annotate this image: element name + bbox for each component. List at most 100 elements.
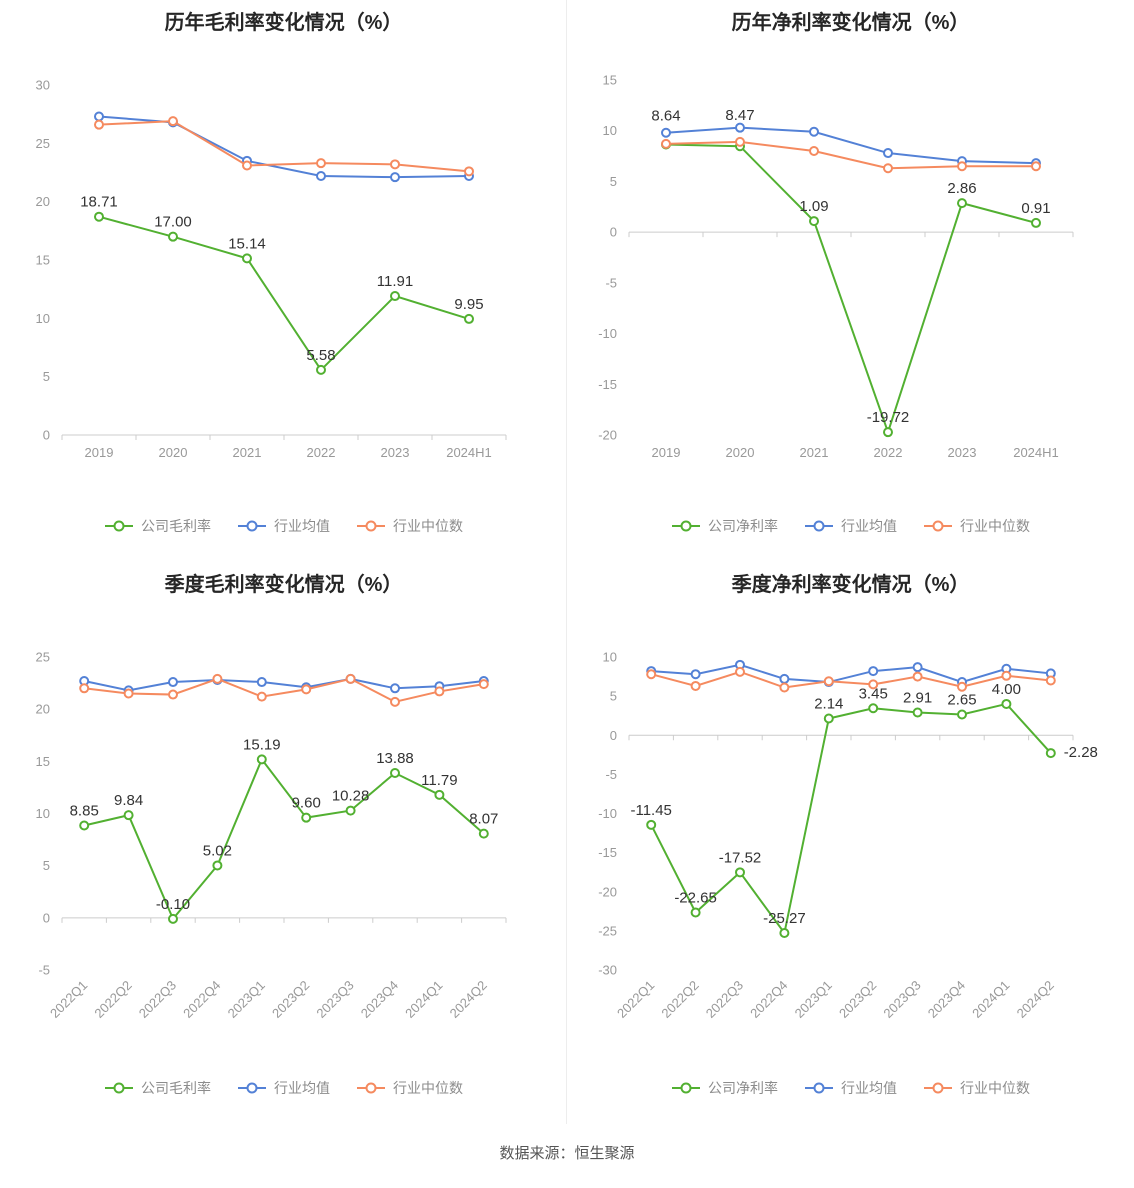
y-axis-tick-label: 5 bbox=[610, 174, 617, 189]
data-point bbox=[809, 126, 819, 137]
data-label: 0.91 bbox=[1021, 200, 1050, 217]
data-point bbox=[94, 111, 104, 122]
data-point bbox=[212, 860, 223, 871]
series-line-orange bbox=[665, 140, 1036, 170]
y-axis-tick-label: 0 bbox=[43, 910, 50, 925]
x-axis-tick-label: 2024H1 bbox=[1013, 445, 1059, 460]
y-axis-tick-label: -15 bbox=[598, 377, 617, 392]
x-axis-tick-label: 2019 bbox=[652, 445, 681, 460]
data-label: -25.27 bbox=[763, 910, 806, 927]
data-label: 9.60 bbox=[292, 795, 321, 812]
line-chart: 0 5 10 15 20 25 30 2019 2020 2021 2022 2023 2024H1 18… bbox=[0, 40, 567, 512]
data-label: 1.09 bbox=[799, 198, 828, 215]
data-label: 9.84 bbox=[114, 792, 143, 809]
data-point bbox=[957, 161, 967, 172]
series-line-blue bbox=[98, 115, 470, 179]
chart-title: 历年净利率变化情况（%） bbox=[731, 12, 970, 34]
legend-item-label: 行业中位数 bbox=[393, 1080, 463, 1096]
x-axis-tick-label: 2023Q3 bbox=[313, 978, 356, 1021]
line-chart: -20 -15 -10 -5 0 5 10 15 2019 2020 2021 2022 2023 202… bbox=[567, 40, 1134, 512]
data-point bbox=[957, 198, 967, 209]
series-line-orange bbox=[98, 120, 470, 173]
data-label: 9.95 bbox=[454, 296, 483, 313]
data-point bbox=[94, 119, 104, 130]
chart-legend: 公司毛利率 行业均值 行业中位数 bbox=[0, 1074, 567, 1102]
data-point bbox=[912, 662, 923, 673]
data-point bbox=[390, 683, 400, 694]
legend-item[interactable]: 行业中位数 bbox=[356, 516, 463, 536]
data-label: 18.71 bbox=[80, 194, 118, 211]
x-axis-tick-label: 2022Q1 bbox=[47, 978, 90, 1021]
data-point bbox=[212, 673, 223, 684]
data-point bbox=[883, 148, 893, 159]
data-point bbox=[123, 688, 134, 699]
data-point bbox=[168, 231, 178, 242]
column-divider bbox=[566, 0, 567, 1124]
legend-item[interactable]: 行业均值 bbox=[804, 1078, 897, 1098]
data-point bbox=[735, 867, 745, 878]
x-axis-tick-label: 2022Q2 bbox=[658, 978, 701, 1021]
data-point bbox=[809, 146, 819, 156]
chart-title: 季度毛利率变化情况（%） bbox=[164, 574, 403, 596]
data-point bbox=[1045, 748, 1056, 759]
data-point bbox=[390, 768, 400, 779]
data-label: 5.02 bbox=[203, 842, 232, 859]
y-axis-tick-label: -5 bbox=[605, 275, 617, 290]
data-label: 2.14 bbox=[814, 696, 843, 713]
series-line-blue bbox=[651, 663, 1051, 684]
y-axis-tick-label: -5 bbox=[38, 963, 50, 978]
legend-item[interactable]: 公司净利率 bbox=[671, 516, 778, 536]
chart-legend: 公司净利率 行业均值 行业中位数 bbox=[567, 1074, 1134, 1102]
data-label: -11.45 bbox=[630, 802, 671, 819]
line-marker-icon bbox=[238, 1082, 266, 1094]
legend-item[interactable]: 行业中位数 bbox=[923, 1078, 1030, 1098]
data-point bbox=[646, 819, 657, 830]
data-point bbox=[957, 709, 967, 720]
data-point bbox=[823, 713, 834, 724]
legend-item[interactable]: 行业均值 bbox=[237, 516, 330, 536]
data-point bbox=[883, 163, 893, 174]
y-axis-tick-label: 5 bbox=[610, 689, 617, 704]
data-label: -17.52 bbox=[719, 849, 762, 866]
data-point bbox=[390, 696, 400, 707]
x-axis-tick-label: 2024H1 bbox=[446, 445, 492, 460]
x-axis-tick-label: 2024Q1 bbox=[402, 978, 445, 1021]
x-axis-tick-label: 2023 bbox=[948, 445, 977, 460]
data-point bbox=[464, 313, 474, 324]
x-axis-tick-label: 2020 bbox=[726, 445, 755, 460]
data-point bbox=[646, 669, 657, 680]
y-axis-tick-label: -20 bbox=[598, 884, 617, 899]
data-point bbox=[256, 677, 267, 688]
line-marker-icon bbox=[105, 520, 133, 532]
y-axis-tick-label: 0 bbox=[610, 225, 617, 240]
legend-item[interactable]: 行业均值 bbox=[237, 1078, 330, 1098]
x-axis-tick-label: 2024Q1 bbox=[969, 978, 1012, 1021]
annual-gross-margin-chart-panel: 历年毛利率变化情况（%） 0 5 10 15 20 25 30 2019 2020 2021 202… bbox=[0, 0, 567, 562]
legend-item[interactable]: 行业中位数 bbox=[356, 1078, 463, 1098]
data-point bbox=[883, 427, 893, 438]
chart-legend: 公司毛利率 行业均值 行业中位数 bbox=[0, 512, 567, 540]
data-point bbox=[434, 686, 445, 697]
legend-item[interactable]: 公司毛利率 bbox=[104, 1078, 211, 1098]
data-point bbox=[779, 682, 790, 693]
legend-item-label: 行业均值 bbox=[274, 518, 330, 534]
data-point bbox=[390, 159, 400, 170]
legend-item[interactable]: 行业均值 bbox=[804, 516, 897, 536]
data-point bbox=[79, 683, 90, 694]
data-point bbox=[434, 789, 445, 800]
data-point bbox=[1001, 698, 1012, 709]
data-point bbox=[316, 171, 326, 181]
line-marker-icon bbox=[924, 1082, 952, 1094]
legend-item[interactable]: 行业中位数 bbox=[923, 516, 1030, 536]
legend-item[interactable]: 公司毛利率 bbox=[104, 516, 211, 536]
data-label: -2.28 bbox=[1064, 744, 1098, 761]
x-axis-tick-label: 2022Q4 bbox=[180, 978, 223, 1021]
data-point bbox=[912, 671, 923, 682]
data-label: 2.65 bbox=[947, 692, 976, 709]
legend-item[interactable]: 公司净利率 bbox=[671, 1078, 778, 1098]
x-axis-tick-label: 2022 bbox=[874, 445, 903, 460]
series-line-blue bbox=[665, 126, 1037, 165]
y-axis-tick-label: 0 bbox=[610, 728, 617, 743]
